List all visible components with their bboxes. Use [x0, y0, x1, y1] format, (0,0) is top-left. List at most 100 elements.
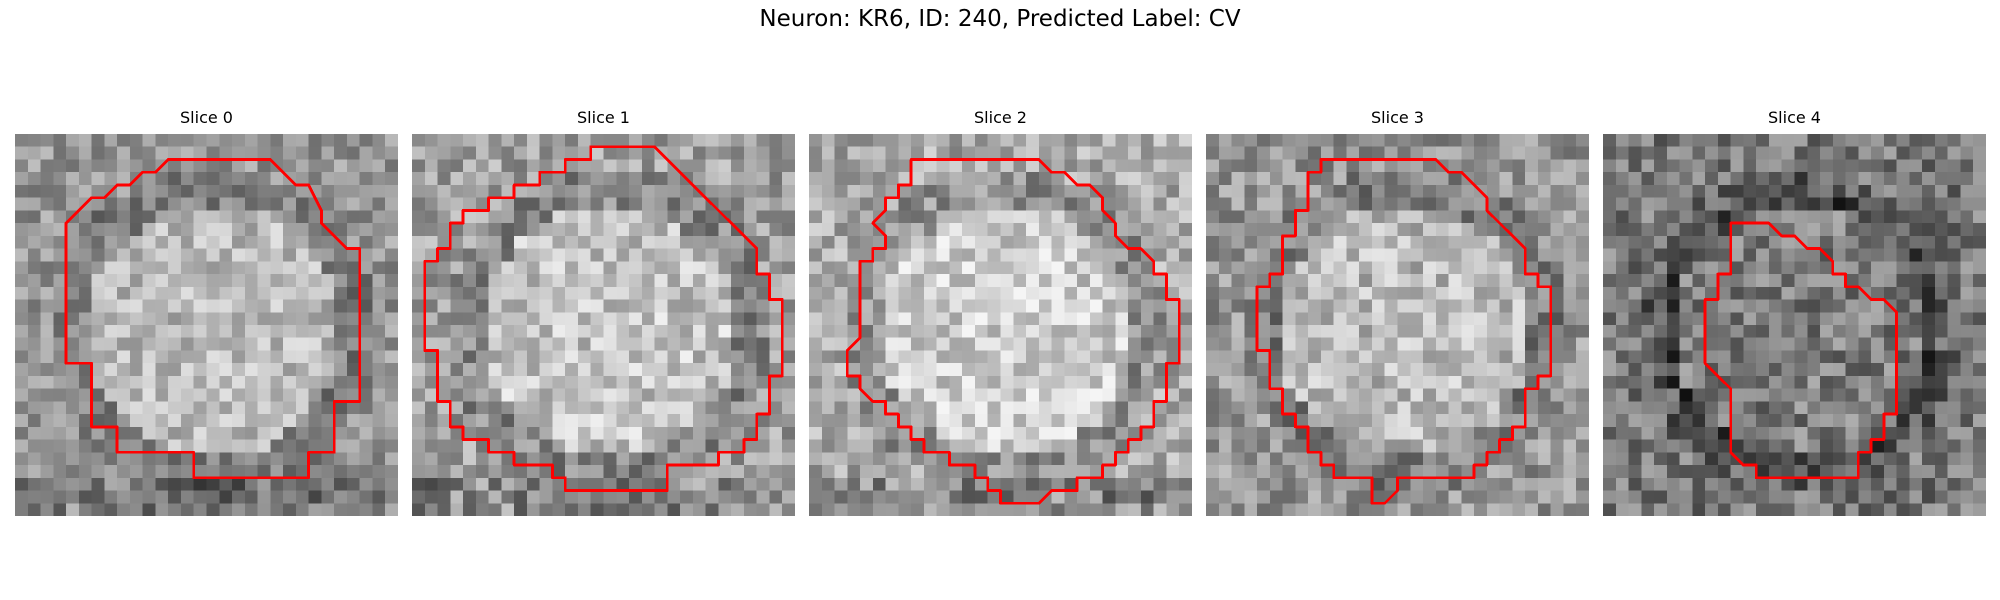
- pixel: [705, 337, 719, 351]
- pixel: [168, 261, 182, 275]
- pixel: [923, 414, 937, 428]
- pixel: [936, 248, 950, 262]
- pixel: [577, 503, 591, 516]
- pixel: [1269, 159, 1283, 173]
- pixel: [1934, 274, 1948, 288]
- pixel: [654, 452, 668, 466]
- pixel: [1295, 401, 1309, 415]
- pixel: [860, 477, 874, 491]
- pixel: [463, 261, 477, 275]
- pixel: [372, 439, 386, 453]
- pixel: [731, 274, 745, 288]
- pixel: [821, 490, 835, 504]
- pixel: [1871, 439, 1885, 453]
- pixel: [1922, 477, 1936, 491]
- pixel: [590, 363, 604, 377]
- pixel: [1218, 439, 1232, 453]
- pixel: [552, 134, 566, 147]
- pixel: [1064, 184, 1078, 198]
- pixel: [1934, 159, 1948, 173]
- pixel: [809, 286, 823, 300]
- pixel: [872, 401, 886, 415]
- pixel: [1474, 363, 1488, 377]
- pixel: [129, 490, 143, 504]
- pixel: [936, 223, 950, 237]
- pixel: [321, 490, 335, 504]
- pixel: [809, 172, 823, 186]
- pixel: [847, 261, 861, 275]
- pixel: [1410, 325, 1424, 338]
- pixel: [834, 274, 848, 288]
- pixel: [1563, 388, 1577, 402]
- pixel: [1333, 210, 1347, 224]
- pixel: [117, 414, 131, 428]
- pixel: [769, 299, 783, 313]
- pixel: [1845, 325, 1859, 338]
- pixel: [1179, 312, 1192, 326]
- pixel: [1333, 261, 1347, 275]
- pixel: [872, 490, 886, 504]
- pixel: [385, 274, 398, 288]
- pixel: [718, 452, 732, 466]
- pixel: [1461, 261, 1475, 275]
- pixel: [526, 235, 540, 249]
- pixel: [834, 363, 848, 377]
- pixel: [1654, 452, 1668, 466]
- pixel: [1768, 210, 1782, 224]
- pixel: [1832, 325, 1846, 338]
- pixel: [1218, 134, 1232, 147]
- pixel: [1089, 299, 1103, 313]
- pixel: [488, 388, 502, 402]
- pixel: [1359, 337, 1373, 351]
- pixel: [1295, 414, 1309, 428]
- pixel: [1397, 184, 1411, 198]
- pixel: [1871, 414, 1885, 428]
- pixel: [654, 414, 668, 428]
- pixel: [718, 490, 732, 504]
- pixel: [1320, 337, 1334, 351]
- pixel: [27, 452, 41, 466]
- pixel: [40, 439, 54, 453]
- pixel: [1179, 477, 1192, 491]
- pixel: [629, 312, 643, 326]
- pixel: [526, 452, 540, 466]
- pixel: [1371, 452, 1385, 466]
- pixel: [66, 388, 80, 402]
- pixel: [40, 248, 54, 262]
- pixel: [1756, 286, 1770, 300]
- pixel: [1000, 312, 1014, 326]
- pixel: [1474, 503, 1488, 516]
- pixel: [552, 325, 566, 338]
- pixel: [1499, 490, 1513, 504]
- pixel: [1486, 337, 1500, 351]
- pixel: [1845, 286, 1859, 300]
- pixel: [692, 134, 706, 147]
- pixel: [1064, 401, 1078, 415]
- pixel: [1858, 477, 1872, 491]
- pixel: [936, 388, 950, 402]
- pixel: [15, 134, 29, 147]
- pixel: [1641, 477, 1655, 491]
- pixel: [1064, 388, 1078, 402]
- pixel: [565, 312, 579, 326]
- pixel: [1410, 337, 1424, 351]
- pixel: [488, 401, 502, 415]
- pixel: [1654, 426, 1668, 440]
- pixel: [155, 350, 169, 364]
- pixel: [1537, 172, 1551, 186]
- pixel: [232, 439, 246, 453]
- pixel: [1960, 350, 1974, 364]
- pixel: [53, 388, 67, 402]
- pixel: [1909, 197, 1923, 211]
- pixel: [53, 299, 67, 313]
- pixel: [1615, 426, 1629, 440]
- pixel: [1320, 299, 1334, 313]
- pixel: [1717, 477, 1731, 491]
- pixel: [334, 452, 348, 466]
- pixel: [53, 146, 67, 160]
- pixel: [27, 363, 41, 377]
- pixel: [1563, 503, 1577, 516]
- pixel: [834, 159, 848, 173]
- pixel: [1089, 465, 1103, 479]
- pixel: [667, 414, 681, 428]
